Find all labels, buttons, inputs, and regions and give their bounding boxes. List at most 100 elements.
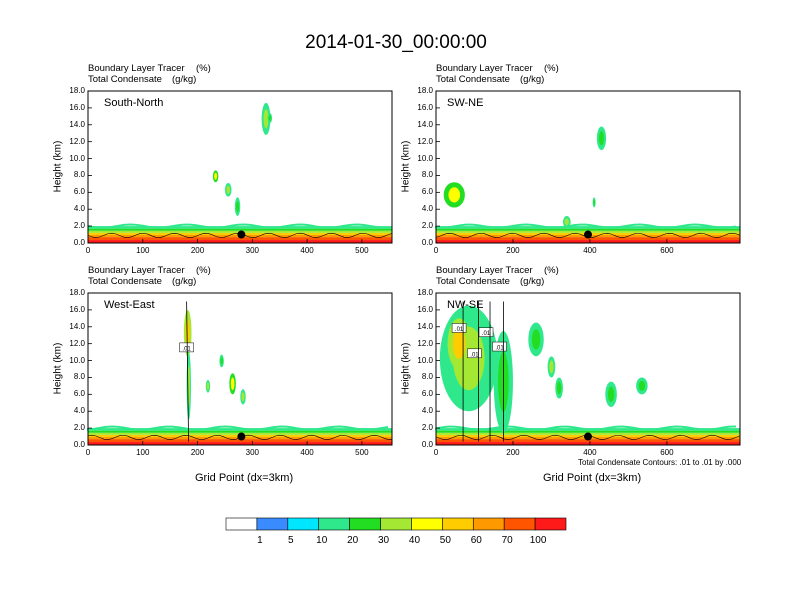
x-tick-label: 300 bbox=[245, 246, 259, 255]
y-tick-label: 10.0 bbox=[417, 355, 433, 365]
y-tick-label: 0.0 bbox=[421, 440, 433, 449]
y-tick-label: 4.0 bbox=[73, 406, 85, 416]
boundary-layer-top bbox=[435, 425, 737, 431]
boundary-layer-band bbox=[436, 430, 740, 433]
panel-label: NW-SE bbox=[447, 299, 484, 311]
main-title: 2014-01-30_00:00:00 bbox=[305, 32, 487, 53]
x-tick-label: 200 bbox=[506, 246, 520, 255]
contour-label-text: .01 bbox=[470, 352, 479, 358]
panel-subtitle-tracer-unit: (%) bbox=[196, 265, 211, 276]
y-tick-label: 16.0 bbox=[69, 304, 85, 314]
colorbar-swatch bbox=[411, 517, 443, 531]
boundary-layer-top bbox=[87, 223, 389, 229]
y-tick-label: 2.0 bbox=[421, 423, 433, 433]
y-tick-label: 16.0 bbox=[417, 304, 433, 314]
colorbar-swatch bbox=[442, 517, 474, 531]
panel-subtitle-tracer-unit: (%) bbox=[196, 63, 211, 74]
boundary-layer-top bbox=[435, 223, 737, 229]
y-tick-label: 0.0 bbox=[73, 238, 85, 247]
panel-subtitle-tracer: Boundary Layer Tracer bbox=[436, 265, 533, 276]
panel-subtitle-condensate-unit: (g/kg) bbox=[172, 74, 197, 85]
tracer-patch-core bbox=[638, 380, 646, 391]
colorbar-label: 30 bbox=[377, 535, 390, 546]
colorbar bbox=[225, 517, 567, 531]
y-tick-label: 6.0 bbox=[421, 389, 433, 399]
x-tick-label: 400 bbox=[583, 448, 597, 457]
plot-area-sw-ne bbox=[435, 90, 741, 244]
colorbar-swatch bbox=[256, 517, 289, 531]
y-tick-label: 10.0 bbox=[417, 153, 433, 163]
y-axis-label: Height (km) bbox=[400, 140, 412, 193]
contour-label: .01 bbox=[451, 323, 467, 333]
tracer-patch-core bbox=[564, 218, 569, 226]
contour-label-text: .01 bbox=[495, 346, 504, 352]
boundary-layer-band bbox=[88, 428, 392, 431]
boundary-layer-band bbox=[88, 430, 392, 433]
x-tick-label: 200 bbox=[190, 246, 205, 255]
boundary-layer-top bbox=[87, 425, 389, 431]
tracer-patch-core bbox=[549, 360, 554, 374]
x-tick-label: 400 bbox=[300, 246, 314, 255]
y-tick-label: 18.0 bbox=[69, 86, 85, 95]
y-tick-label: 14.0 bbox=[69, 321, 85, 331]
contour-label: .01 bbox=[478, 327, 494, 337]
colorbar-swatch bbox=[472, 517, 505, 531]
colorbar-swatch bbox=[225, 517, 258, 531]
colorbar-label: 100 bbox=[529, 535, 547, 546]
y-tick-label: 6.0 bbox=[73, 389, 85, 399]
colorbar-label: 70 bbox=[501, 535, 513, 546]
y-tick-label: 6.0 bbox=[73, 187, 85, 197]
panel-label: South-North bbox=[104, 97, 164, 109]
tracer-patch-core bbox=[230, 377, 235, 391]
x-tick-label: 0 bbox=[85, 448, 91, 457]
boundary-layer-band bbox=[88, 237, 392, 241]
tracer-patch-core bbox=[268, 114, 272, 122]
tracer-patch-core bbox=[206, 382, 210, 391]
y-tick-label: 12.0 bbox=[417, 338, 433, 348]
tracer-patch-core bbox=[607, 386, 615, 402]
y-tick-label: 18.0 bbox=[417, 86, 433, 95]
x-tick-label: 600 bbox=[660, 448, 674, 457]
tracer-patch-core bbox=[598, 131, 605, 146]
y-tick-label: 2.0 bbox=[73, 221, 85, 231]
boundary-layer-band bbox=[436, 240, 740, 243]
panel-subtitle-condensate-unit: (g/kg) bbox=[172, 276, 197, 287]
y-tick-label: 4.0 bbox=[421, 406, 433, 416]
tracer-patch-core bbox=[448, 187, 461, 203]
y-tick-label: 10.0 bbox=[69, 153, 85, 163]
location-marker bbox=[237, 230, 246, 239]
boundary-layer-band bbox=[88, 226, 392, 229]
panel-subtitle-tracer-unit: (%) bbox=[544, 63, 559, 74]
plot-area-nw-se: .01 .01 .01 .01 bbox=[435, 292, 741, 446]
y-tick-label: 8.0 bbox=[73, 170, 85, 180]
panel-label: SW-NE bbox=[447, 97, 484, 109]
y-tick-label: 0.0 bbox=[73, 440, 85, 449]
y-tick-label: 8.0 bbox=[421, 372, 433, 382]
boundary-layer-band bbox=[436, 439, 740, 443]
x-tick-label: 300 bbox=[245, 448, 259, 457]
boundary-layer-band bbox=[88, 442, 392, 445]
tracer-patch-core bbox=[531, 329, 541, 350]
y-tick-label: 12.0 bbox=[69, 338, 85, 348]
contour-footnote: Total Condensate Contours: .01 to .01 by… bbox=[578, 458, 742, 467]
y-tick-label: 10.0 bbox=[69, 355, 85, 365]
x-tick-label: 600 bbox=[660, 246, 674, 255]
boundary-layer-band bbox=[436, 237, 740, 241]
y-tick-label: 4.0 bbox=[421, 204, 433, 214]
x-tick-label: 0 bbox=[85, 246, 91, 255]
boundary-layer-band bbox=[88, 228, 392, 231]
contour-label: .01 bbox=[179, 342, 194, 352]
x-tick-label: 100 bbox=[136, 448, 150, 457]
plot-area-west-east: .01 bbox=[87, 292, 393, 446]
plot-frame bbox=[87, 90, 393, 244]
y-tick-label: 8.0 bbox=[421, 170, 433, 180]
boundary-layer-band bbox=[88, 439, 392, 443]
plot-frame bbox=[435, 292, 741, 446]
colorbar-swatch bbox=[534, 517, 567, 531]
y-tick-label: 2.0 bbox=[421, 221, 433, 231]
contour-label: .01 bbox=[492, 341, 507, 352]
x-axis-label: Grid Point (dx=3km) bbox=[543, 472, 642, 484]
x-tick-label: 0 bbox=[433, 448, 439, 457]
panel-subtitle-condensate-unit: (g/kg) bbox=[520, 74, 545, 85]
colorbar-label: 50 bbox=[439, 535, 451, 546]
